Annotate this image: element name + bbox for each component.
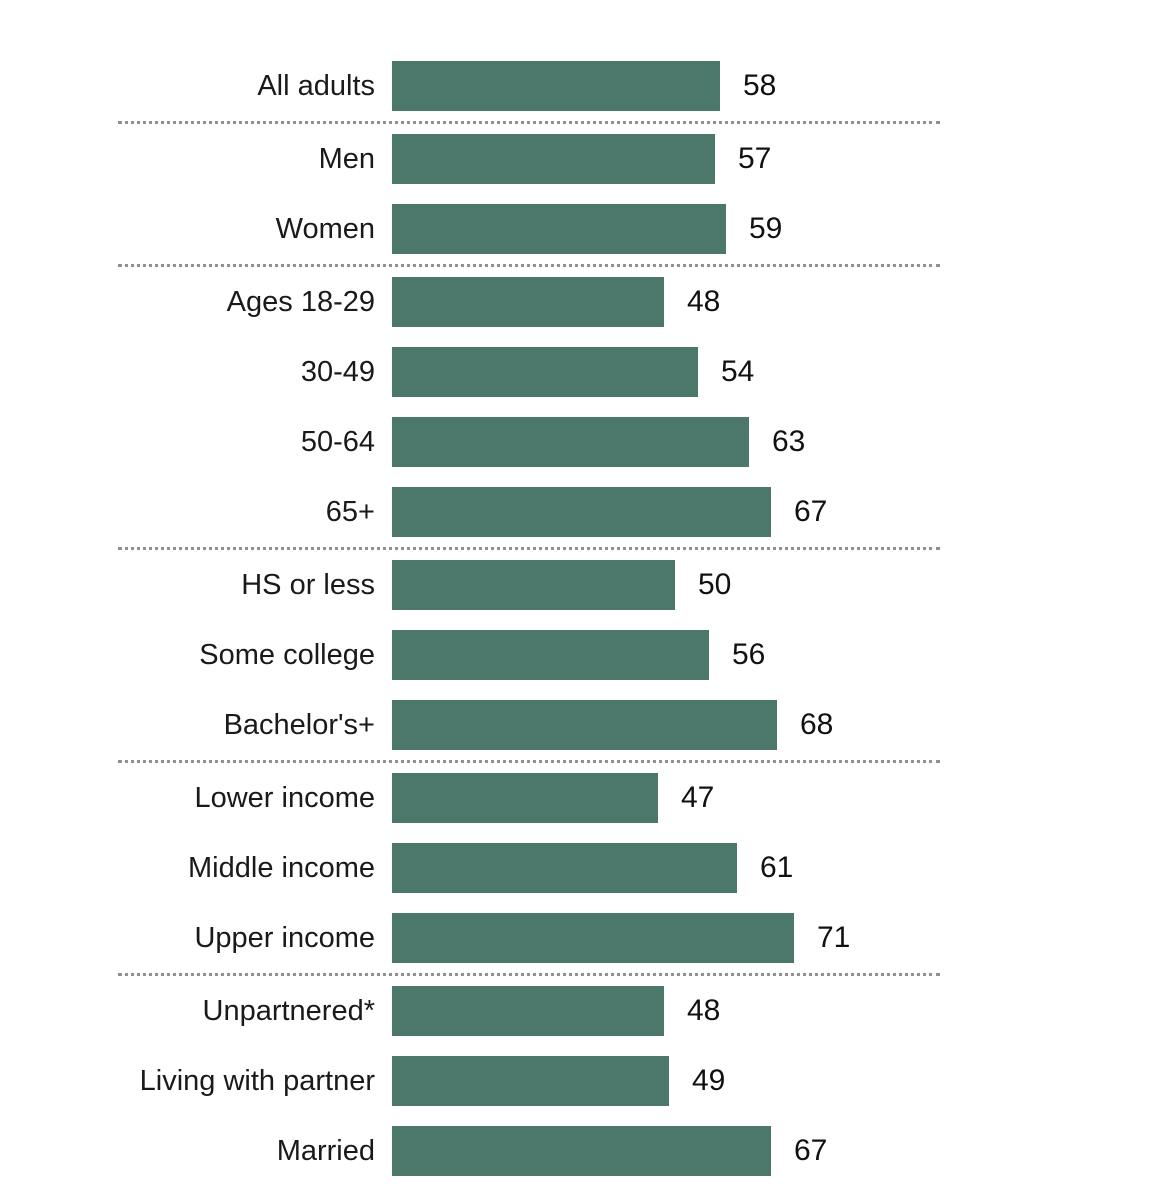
bar-row: Upper income 71 bbox=[100, 903, 1140, 973]
bar-row: Middle income 61 bbox=[100, 833, 1140, 903]
value-bar bbox=[392, 204, 726, 254]
category-label: 65+ bbox=[325, 495, 375, 528]
group-separator bbox=[118, 121, 940, 124]
category-label: Ages 18-29 bbox=[226, 285, 375, 318]
value-bar bbox=[392, 487, 771, 537]
value-bar bbox=[392, 277, 664, 327]
value-label: 57 bbox=[738, 142, 772, 175]
category-label: Living with partner bbox=[139, 1064, 375, 1097]
value-bar bbox=[392, 1126, 771, 1176]
category-label: Upper income bbox=[194, 921, 375, 954]
bar-row: Men 57 bbox=[100, 124, 1140, 194]
bar-row: 30-49 54 bbox=[100, 337, 1140, 407]
category-label: Lower income bbox=[194, 781, 375, 814]
value-bar bbox=[392, 1056, 669, 1106]
bar-row: 50-64 63 bbox=[100, 407, 1140, 477]
category-label: Men bbox=[318, 142, 375, 175]
bar-row: HS or less 50 bbox=[100, 550, 1140, 620]
category-label: Married bbox=[276, 1134, 375, 1167]
value-bar bbox=[392, 560, 675, 610]
bar-row: Women 59 bbox=[100, 194, 1140, 264]
group-separator bbox=[118, 973, 940, 976]
group-separator bbox=[118, 760, 940, 763]
value-bar bbox=[392, 913, 794, 963]
value-label: 71 bbox=[817, 921, 851, 954]
value-label: 48 bbox=[687, 994, 721, 1027]
bar-row: All adults 58 bbox=[100, 51, 1140, 121]
value-label: 47 bbox=[681, 781, 715, 814]
category-label: Middle income bbox=[188, 851, 375, 884]
bar-row: Living with partner 49 bbox=[100, 1046, 1140, 1116]
bar-row: 65+ 67 bbox=[100, 477, 1140, 547]
category-label: Some college bbox=[199, 638, 375, 671]
value-label: 67 bbox=[794, 495, 828, 528]
value-bar bbox=[392, 773, 658, 823]
category-label: Bachelor's+ bbox=[223, 708, 375, 741]
category-label: Women bbox=[275, 212, 375, 245]
value-label: 50 bbox=[698, 568, 732, 601]
value-label: 56 bbox=[732, 638, 766, 671]
value-bar bbox=[392, 700, 777, 750]
value-bar bbox=[392, 134, 715, 184]
bar-row: Unpartnered* 48 bbox=[100, 976, 1140, 1046]
bar-row: Bachelor's+ 68 bbox=[100, 690, 1140, 760]
value-label: 49 bbox=[692, 1064, 726, 1097]
value-label: 48 bbox=[687, 285, 721, 318]
group-separator bbox=[118, 264, 940, 267]
value-label: 59 bbox=[749, 212, 783, 245]
category-label: Unpartnered* bbox=[202, 994, 376, 1027]
value-bar bbox=[392, 630, 709, 680]
bar-row: Some college 56 bbox=[100, 620, 1140, 690]
value-bar bbox=[392, 61, 720, 111]
category-label: 50-64 bbox=[300, 425, 375, 458]
value-bar bbox=[392, 347, 698, 397]
category-label: HS or less bbox=[241, 568, 375, 601]
value-label: 61 bbox=[760, 851, 794, 884]
value-label: 67 bbox=[794, 1134, 828, 1167]
value-label: 58 bbox=[743, 69, 777, 102]
value-label: 68 bbox=[800, 708, 834, 741]
category-label: All adults bbox=[257, 69, 375, 102]
category-label: 30-49 bbox=[300, 355, 375, 388]
bar-row: Married 67 bbox=[100, 1116, 1140, 1186]
bar-row: Lower income 47 bbox=[100, 763, 1140, 833]
value-bar bbox=[392, 843, 737, 893]
group-separator bbox=[118, 547, 940, 550]
value-label: 54 bbox=[721, 355, 755, 388]
bar-row: Ages 18-29 48 bbox=[100, 267, 1140, 337]
value-bar bbox=[392, 986, 664, 1036]
value-bar bbox=[392, 417, 749, 467]
bar-chart: All adults 58 Men 57 Women 59 Ages 18-29 48 30-4… bbox=[100, 51, 1140, 1186]
value-label: 63 bbox=[772, 425, 806, 458]
